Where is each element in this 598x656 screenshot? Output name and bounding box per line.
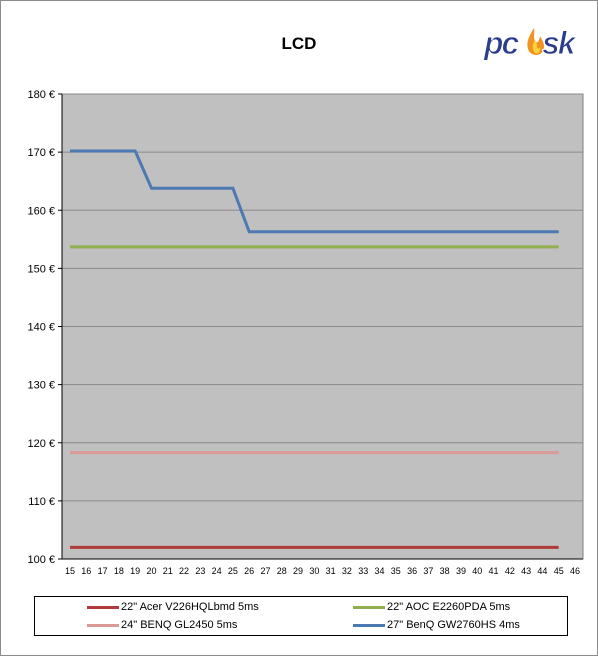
x-tick-label: 44 <box>537 566 547 576</box>
x-tick-label: 39 <box>456 566 466 576</box>
y-tick-label: 110 € <box>28 496 55 508</box>
y-tick-label: 180 € <box>27 89 55 101</box>
x-tick-label: 45 <box>554 566 564 576</box>
x-tick-label: 22 <box>179 566 189 576</box>
x-tick-label: 23 <box>195 566 205 576</box>
x-tick-label: 34 <box>375 566 385 576</box>
legend-item: 22" Acer V226HQLbmd 5ms <box>87 599 259 615</box>
x-tick-label: 40 <box>472 566 482 576</box>
legend-label: 22" AOC E2260PDA 5ms <box>387 601 511 613</box>
y-tick-label: 170 € <box>27 147 55 159</box>
x-tick-label: 16 <box>81 566 91 576</box>
legend-swatch <box>87 623 119 627</box>
legend-item: 22" AOC E2260PDA 5ms <box>353 599 510 615</box>
x-tick-label: 46 <box>570 566 580 576</box>
legend: 22" Acer V226HQLbmd 5ms 22" AOC E2260PDA… <box>34 596 568 636</box>
x-tick-label: 18 <box>114 566 124 576</box>
legend-label: 22" Acer V226HQLbmd 5ms <box>121 601 259 613</box>
line-chart: 100 € 110 € 120 € 130 € 140 € 150 € 160 € 170 €… <box>27 89 584 576</box>
x-tick-label: 43 <box>521 566 531 576</box>
x-tick-label: 17 <box>98 566 108 576</box>
x-tick-label: 36 <box>407 566 417 576</box>
x-tick-label: 15 <box>65 566 75 576</box>
x-tick-label: 24 <box>212 566 222 576</box>
legend-item: 24" BENQ GL2450 5ms <box>87 617 237 633</box>
legend-label: 24" BENQ GL2450 5ms <box>121 619 238 631</box>
svg-text:pc: pc <box>483 25 520 61</box>
y-tick-label: 100 € <box>27 554 55 566</box>
legend-swatch <box>353 605 385 609</box>
legend-item: 27" BenQ GW2760HS 4ms <box>353 617 520 633</box>
y-tick-label: 150 € <box>27 263 55 275</box>
x-tick-label: 28 <box>277 566 287 576</box>
chart-title: LCD <box>281 34 317 53</box>
y-tick-label: 120 € <box>27 438 55 450</box>
legend-swatch <box>87 605 119 609</box>
x-tick-label: 41 <box>489 566 499 576</box>
legend-label: 27" BenQ GW2760HS 4ms <box>387 619 520 631</box>
x-tick-label: 26 <box>244 566 254 576</box>
x-tick-label: 21 <box>163 566 173 576</box>
x-tick-label: 29 <box>293 566 303 576</box>
x-tick-label: 33 <box>358 566 368 576</box>
pcosk-logo: pc sk <box>483 25 581 62</box>
x-tick-label: 25 <box>228 566 238 576</box>
x-tick-label: 38 <box>440 566 450 576</box>
x-tick-label: 32 <box>342 566 352 576</box>
x-tick-label: 37 <box>423 566 433 576</box>
x-tick-label: 35 <box>391 566 401 576</box>
series-line <box>70 149 559 234</box>
y-tick-label: 140 € <box>27 322 55 334</box>
y-tick-label: 160 € <box>27 205 55 217</box>
y-tick-label: 130 € <box>27 380 55 392</box>
x-tick-label: 19 <box>130 566 140 576</box>
x-tick-label: 27 <box>260 566 270 576</box>
x-tick-label: 42 <box>505 566 515 576</box>
x-tick-label: 20 <box>146 566 156 576</box>
x-tick-label: 31 <box>326 566 336 576</box>
x-tick-label: 30 <box>309 566 319 576</box>
legend-swatch <box>353 623 385 627</box>
